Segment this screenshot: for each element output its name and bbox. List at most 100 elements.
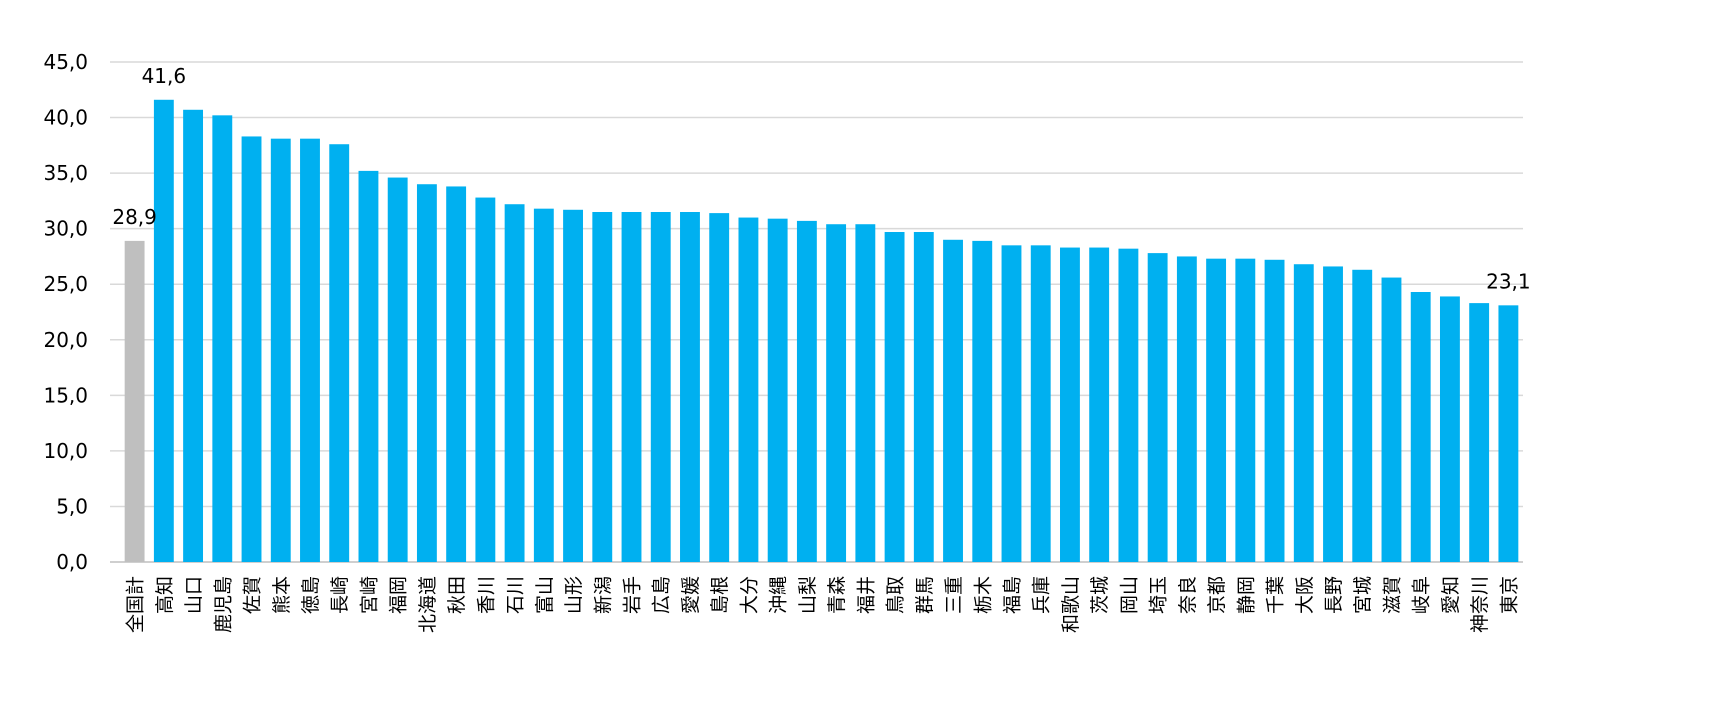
x-tick-label: 長野 [1323,576,1345,614]
bar [1089,247,1110,563]
x-tick-label: 香川 [475,576,497,614]
x-tick-label: 山梨 [797,576,819,614]
bar [387,177,408,563]
bar [943,239,963,562]
x-tick-label: 愛知 [1440,576,1462,614]
bar [796,220,817,562]
bar [1147,253,1168,562]
x-tick-label: 京都 [1206,576,1228,614]
bar [533,208,554,562]
x-tick-label: 大分 [738,576,760,614]
x-tick-label: 島根 [709,576,731,614]
bar [1469,303,1490,562]
x-tick-label: 山形 [563,576,585,614]
x-tick-label: 福井 [855,576,877,614]
bar [563,209,583,562]
bar [1352,269,1373,562]
x-tick-label: 北海道 [417,576,439,633]
bar [913,232,934,562]
bar [1235,258,1256,562]
bar [416,184,437,562]
x-tick-label: 新潟 [592,576,614,614]
x-tick-label: 徳島 [300,576,322,614]
data-label: 41,6 [142,64,187,88]
bars [124,99,1519,563]
bar [1410,292,1431,562]
bar [738,217,759,563]
y-tick-label: 40,0 [43,106,88,130]
bar [826,224,847,562]
bar [592,212,613,562]
y-tick-label: 35,0 [43,161,88,185]
x-tick-label: 長崎 [329,576,351,614]
bar [212,115,233,562]
x-tick-label: 奈良 [1177,576,1199,614]
bar [972,240,993,562]
x-tick-label: 和歌山 [1060,576,1082,633]
bar [241,136,262,562]
x-axis-labels: 全国計 高知 山口 鹿児島 佐賀 熊本 徳島 長崎 宮崎 福岡 北海道 秋田 香川 石川 富山 山形 新潟 岩手広… [125,576,1521,633]
bar [1439,296,1460,562]
bar [767,218,788,562]
x-tick-label: 岡山 [1118,576,1140,614]
x-tick-label: 宮城 [1352,576,1374,614]
x-tick-label: 石川 [505,576,527,614]
x-tick-label: 佐賀 [242,576,264,614]
x-tick-label: 鳥取 [885,576,907,614]
y-tick-label: 25,0 [43,272,88,296]
x-tick-label: 滋賀 [1381,576,1403,614]
bar [1381,277,1402,562]
x-tick-label: 埼玉 [1148,576,1170,614]
data-label: 23,1 [1486,269,1531,293]
x-tick-label: 沖縄 [768,576,790,614]
x-tick-label: 高知 [154,576,176,614]
bar [1118,248,1139,562]
bar [621,212,642,562]
bar [124,240,145,562]
x-tick-label: 熊本 [271,576,293,614]
x-tick-label: 山口 [183,576,205,614]
bar [1264,259,1285,562]
bar [504,204,525,562]
y-tick-label: 10,0 [43,439,88,463]
bar [1176,256,1197,562]
x-tick-label: 秋田 [446,576,468,614]
bar [650,212,671,562]
y-axis-ticks: 0,0 5,0 10,0 15,0 20,0 25,0 30,0 35,0 40,0 45,0 [43,50,88,574]
x-tick-label: 大阪 [1294,576,1316,614]
y-tick-label: 5,0 [56,494,88,518]
data-label: 28,9 [112,205,157,229]
y-tick-label: 15,0 [43,383,88,407]
x-tick-label: 岐阜 [1411,576,1433,614]
x-tick-label: 栃木 [972,576,994,614]
x-tick-label: 青森 [826,576,848,614]
bar [153,99,174,563]
bar [183,109,204,563]
bar [300,138,320,562]
x-tick-label: 兵庫 [1031,576,1053,614]
bar [1293,264,1314,562]
bar [855,224,876,562]
bar [270,138,291,562]
bar [446,186,467,562]
bar [884,232,905,562]
bar [1323,266,1343,562]
x-tick-label: 三重 [943,576,965,614]
x-tick-label: 群馬 [914,576,936,614]
x-tick-label: 静岡 [1235,576,1257,614]
bar [1206,258,1227,562]
bar [1001,245,1022,563]
bar [1060,247,1080,563]
bar [1498,305,1519,562]
bar [475,197,496,563]
x-tick-label: 鹿児島 [212,576,234,633]
y-tick-label: 20,0 [43,328,88,352]
x-tick-label: 岩手 [622,576,644,614]
y-tick-label: 30,0 [43,217,88,241]
x-tick-label: 愛媛 [680,576,702,614]
bar [680,212,700,562]
x-tick-label: 茨城 [1089,576,1111,614]
x-tick-label: 福島 [1001,576,1023,614]
x-tick-label: 全国計 [125,576,147,633]
